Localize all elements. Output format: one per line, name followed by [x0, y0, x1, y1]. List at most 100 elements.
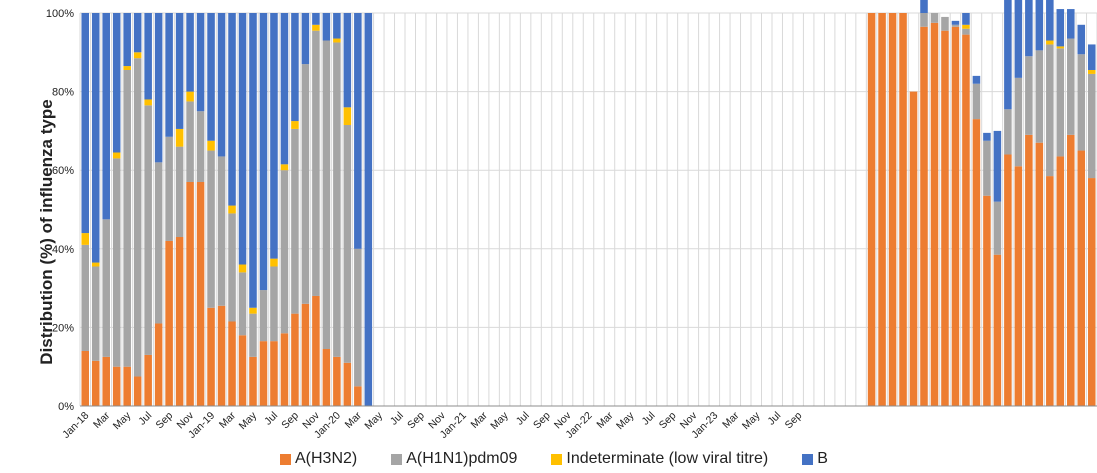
y-tick-label: 60% [52, 165, 74, 177]
x-tick-label: Mar [91, 409, 113, 431]
y-axis-ticks: 0% 20% 40% 60% 80% 100% [46, 8, 74, 413]
legend-label: A(H3N2) [295, 450, 358, 467]
y-tick-label: 0% [58, 401, 74, 413]
bar-segment-a-h3n2 [1067, 134, 1075, 406]
x-tick-label: Jul [136, 410, 154, 428]
x-tick-label: Jul [262, 410, 280, 428]
legend-swatch [280, 453, 291, 465]
bar-segment-indeterminate-low-viral-titre [91, 262, 100, 267]
bar-segment-a-h3n2 [123, 366, 131, 406]
x-tick-label: Jan-18 [60, 410, 91, 441]
bar-segment-indeterminate-low-viral-titre [1087, 69, 1096, 74]
bar-segment-a-h3n2 [291, 313, 299, 406]
bar-segment-a-h1n1-pdm09 [930, 13, 939, 23]
y-tick-label: 100% [46, 8, 74, 20]
x-tick-label: Mar [217, 409, 239, 431]
bar-segment-a-h3n2 [207, 307, 215, 406]
bar-segment-a-h3n2 [951, 26, 960, 406]
bar-segment-b [920, 0, 928, 13]
bar-segment-indeterminate-low-viral-titre [270, 258, 278, 267]
legend-swatch [802, 453, 814, 465]
bar-segment-a-h1n1-pdm09 [972, 83, 981, 120]
bar-segment-a-h3n2 [175, 237, 184, 406]
bar-segment-a-h1n1-pdm09 [983, 140, 991, 196]
bar-segment-b [312, 13, 320, 25]
bar-segment-a-h3n2 [1046, 176, 1054, 406]
bar-segment-a-h1n1-pdm09 [154, 162, 163, 324]
bar-segment-a-h3n2 [888, 13, 897, 406]
bar-segment-b [1014, 0, 1023, 78]
bar-segment-b [343, 13, 352, 108]
bar-segment-a-h1n1-pdm09 [102, 219, 110, 357]
bar-segment-a-h3n2 [217, 305, 226, 406]
bar-segment-a-h3n2 [249, 356, 257, 407]
bar-segment-a-h1n1-pdm09 [91, 266, 100, 361]
x-tick-label: Mar [343, 409, 365, 431]
bar-segment-a-h1n1-pdm09 [1087, 73, 1096, 179]
bar-segment-a-h3n2 [867, 13, 876, 406]
x-tick-label: May [488, 409, 511, 432]
bar-segment-indeterminate-low-viral-titre [238, 264, 247, 273]
bar-segment-b [364, 13, 373, 406]
bar-segment-indeterminate-low-viral-titre [1056, 46, 1065, 49]
bar-segment-indeterminate-low-viral-titre [81, 233, 90, 245]
bar-segment-a-h3n2 [81, 350, 90, 406]
bar-segment-indeterminate-low-viral-titre [112, 152, 121, 159]
y-tick-label: 20% [52, 322, 74, 334]
bar-segment-b [186, 13, 194, 92]
bar-segment-a-h1n1-pdm09 [1067, 38, 1075, 135]
bar-segment-a-h3n2 [259, 341, 268, 406]
legend: A(H3N2) A(H1N1)pdm09 Indeterminate (low vi… [280, 449, 862, 469]
bar-segment-a-h3n2 [972, 119, 981, 407]
legend-label: B [817, 450, 828, 467]
bar-segment-b [962, 13, 970, 25]
bar-segment-a-h3n2 [102, 356, 110, 407]
bar-segment-indeterminate-low-viral-titre [312, 24, 320, 31]
bar-segment-a-h3n2 [909, 91, 918, 406]
bar-segment-a-h1n1-pdm09 [112, 158, 121, 367]
bar-segment-indeterminate-low-viral-titre [207, 140, 215, 151]
bar-segment-a-h3n2 [343, 362, 352, 406]
bar-segment-a-h3n2 [133, 376, 142, 406]
bar-segment-a-h1n1-pdm09 [270, 266, 278, 342]
bar-segment-a-h1n1-pdm09 [920, 13, 928, 27]
x-tick-label: Sep [279, 410, 301, 432]
bar-segment-a-h1n1-pdm09 [941, 16, 949, 31]
bar-segment-indeterminate-low-viral-titre [175, 128, 184, 147]
bar-segment-indeterminate-low-viral-titre [291, 121, 299, 129]
bar-segment-b [1035, 0, 1044, 51]
bar-segment-a-h3n2 [238, 335, 247, 406]
bar-segment-a-h3n2 [962, 34, 970, 407]
bar-segment-a-h1n1-pdm09 [291, 128, 299, 314]
bar-segment-a-h1n1-pdm09 [186, 101, 194, 182]
bar-segment-b [1025, 0, 1033, 57]
bar-segment-indeterminate-low-viral-titre [144, 99, 152, 106]
bar-segment-b [301, 13, 310, 65]
bar-segment-indeterminate-low-viral-titre [249, 307, 257, 314]
bar-segment-a-h3n2 [280, 333, 289, 406]
bar-segment-a-h1n1-pdm09 [1025, 56, 1033, 135]
bar-segment-a-h3n2 [993, 254, 1002, 406]
bar-segment-a-h1n1-pdm09 [175, 146, 184, 238]
bar-segment-indeterminate-low-viral-titre [1046, 40, 1054, 45]
x-tick-label: Sep [657, 410, 679, 432]
x-tick-label: Sep [783, 410, 805, 432]
bar-segment-a-h1n1-pdm09 [1035, 50, 1044, 143]
bar-segment-b [322, 13, 331, 41]
bar-segment-b [993, 130, 1002, 202]
x-tick-label: Sep [531, 410, 553, 432]
bar-segment-a-h1n1-pdm09 [259, 290, 268, 342]
bar-segment-indeterminate-low-viral-titre [133, 52, 142, 59]
x-tick-label: May [362, 409, 385, 432]
x-tick-label: Mar [594, 409, 616, 431]
legend-item: Indeterminate (low viral titre) [551, 450, 768, 468]
bar-segment-a-h1n1-pdm09 [238, 272, 247, 336]
bar-segment-a-h1n1-pdm09 [133, 58, 142, 377]
bar-segment-b [983, 132, 991, 141]
y-tick-label: 40% [52, 244, 74, 256]
gridlines [79, 12, 1097, 406]
bar-segment-a-h3n2 [165, 240, 173, 406]
bar-segment-a-h1n1-pdm09 [196, 111, 205, 182]
